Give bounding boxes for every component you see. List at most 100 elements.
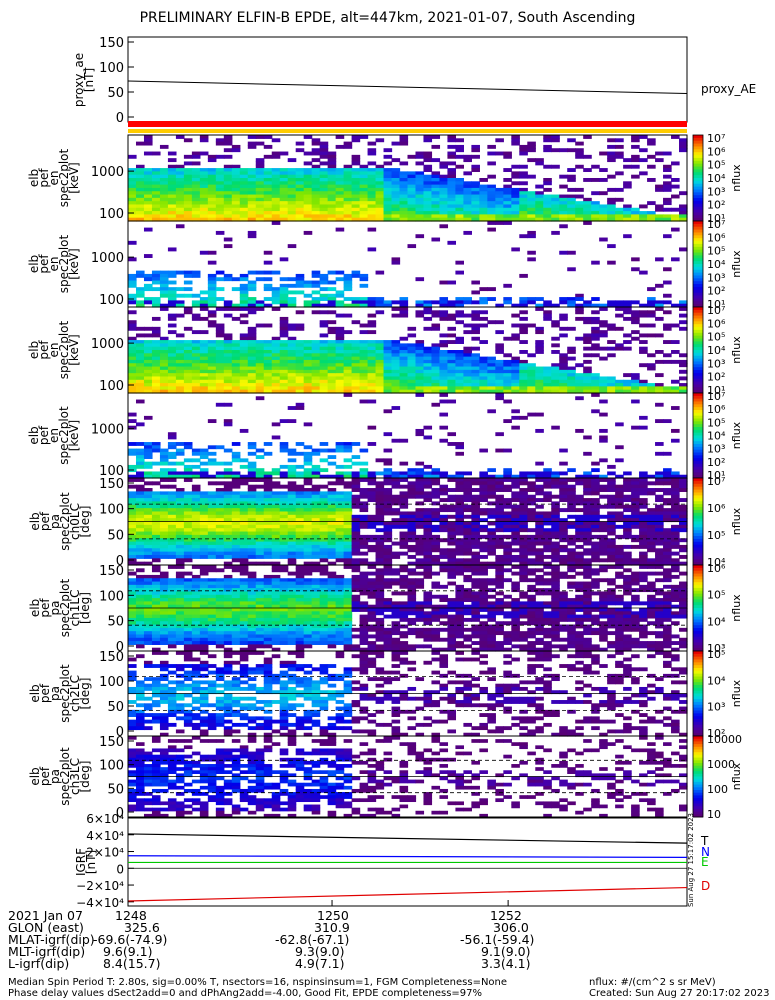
- panel-4-cbar-tick-5: 10⁶: [707, 403, 726, 416]
- panel-3-cbar-tick-1: 10²: [707, 371, 725, 384]
- panel-4-ylabel-3: spec2plot: [57, 406, 71, 465]
- ephem-time-3: 1252: [490, 908, 522, 923]
- panel-5-cbar-tick-3: 10⁷: [707, 475, 725, 488]
- panel-3-colorbar: [693, 307, 703, 394]
- panel-9-ylabel-0: IGRF: [74, 848, 88, 876]
- panel-7-cbar-label: nflux: [730, 679, 743, 707]
- panel-7-ticklabel-0: 0: [116, 725, 124, 740]
- panel-3-cbar-tick-2: 10³: [707, 357, 725, 370]
- panel-3-ticklabel-1: 1000: [91, 337, 124, 352]
- panel-9-series-T: [127, 833, 688, 844]
- panel-7-cbar-tick-0: 10²: [707, 727, 725, 740]
- panel-8-colorbar-frame: [692, 735, 704, 818]
- panel-9-ticklabel-1: −2×10⁴: [76, 879, 124, 893]
- panel-0-ticklabel-2: 100: [99, 61, 124, 76]
- status-bar-red: [128, 121, 687, 127]
- panel-9-ticklabel-2: 0: [116, 862, 124, 876]
- panel-8-ticklabel-3: 150: [99, 735, 124, 750]
- panel-7-ticklabel-3: 150: [99, 650, 124, 665]
- panel-1-ylabel-1: pef: [37, 168, 51, 188]
- ephem-mlt-2: 9.3(9.0): [295, 944, 345, 959]
- panel-6-cbar-tick-0: 10³: [707, 642, 725, 655]
- ephem-glon-2: 310.9: [314, 920, 350, 935]
- panel-1-image: [128, 135, 688, 222]
- panel-4-ticklabel-1: 1000: [91, 423, 124, 438]
- ephem-glon-3: 306.0: [493, 920, 529, 935]
- panel-6-cbar-tick-3: 10⁶: [707, 562, 726, 575]
- panel-6-ticklabel-1: 50: [107, 615, 124, 630]
- ephem-label-glon: GLON (east): [8, 920, 84, 935]
- panel-6-cbar-tick-1: 10⁴: [707, 615, 726, 628]
- panel-5-cbar-tick-1: 10⁵: [707, 529, 725, 542]
- panel-3-cbar-tick-0: 10¹: [707, 384, 725, 397]
- panel-6-ylabel-5: [deg]: [78, 592, 92, 624]
- ephem-time-1: 1248: [115, 908, 147, 923]
- panel-2-cbar-tick-2: 10³: [707, 271, 725, 284]
- panel-0-ticklabel-1: 50: [107, 86, 124, 101]
- panel-9-legend-N: N: [701, 845, 710, 859]
- panel-1-colorbar: [693, 135, 703, 222]
- status-bar-yellow: [128, 129, 687, 133]
- panel-9-stamp: Sun Aug 27 15:17:02 2023: [687, 813, 695, 907]
- ephem-l-3: 3.3(4.1): [481, 956, 531, 971]
- panel-2-cbar-tick-1: 10²: [707, 285, 725, 298]
- panel-5-ticklabel-1: 50: [107, 528, 124, 543]
- panel-7-ylabel-3: spec2plot: [58, 664, 72, 723]
- panel-1-cbar-tick-5: 10⁶: [707, 145, 726, 158]
- footer-created: Created: Sun Aug 27 20:17:02 2023: [589, 988, 770, 999]
- panel-2-cbar-tick-6: 10⁷: [707, 218, 725, 231]
- panel-6-cbar-label: nflux: [730, 594, 743, 622]
- panel-6-ticklabel-0: 0: [116, 640, 124, 655]
- panel-5-colorbar: [693, 478, 703, 566]
- ephem-glon-1: 325.6: [124, 920, 160, 935]
- panel-4-cbar-tick-0: 10¹: [707, 469, 725, 482]
- panel-9-ticklabel-5: 6×10⁴: [86, 812, 124, 826]
- panel-4-ylabel-2: en: [47, 428, 61, 443]
- panel-8-ticklabel-0: 0: [116, 806, 124, 821]
- panel-2-ylabel-4: [keV]: [67, 248, 81, 279]
- ephem-mlat-2: -62.8(-67.1): [275, 932, 350, 947]
- panel-6-ylabel-1: pef: [38, 598, 52, 618]
- panel-6-ylabel-2: pa: [48, 601, 62, 616]
- panel-9-legend-T: T: [700, 834, 709, 848]
- panel-2-cbar-label: nflux: [730, 250, 743, 278]
- panel-6-ylabel-0: elb: [28, 599, 42, 617]
- panel-3-ylabel-3: spec2plot: [57, 320, 71, 379]
- panel-8-ylabel-2: pa: [48, 769, 62, 784]
- panel-8-ticklabel-2: 100: [99, 759, 124, 774]
- panel-2-cbar-tick-0: 10¹: [707, 298, 725, 311]
- panel-8-ylabel-4: ch3LC: [68, 758, 82, 795]
- panel-2-cbar-tick-4: 10⁵: [707, 245, 725, 258]
- panel-5-cbar-tick-2: 10⁶: [707, 502, 726, 515]
- panel-8-ylabel-3: spec2plot: [58, 747, 72, 806]
- ephem-mlt-3: 9.1(9.0): [481, 944, 531, 959]
- panel-3-cbar-tick-5: 10⁶: [707, 317, 726, 330]
- panel-9-ticklabel-3: 2×10⁴: [86, 846, 124, 860]
- panel-4-ylabel-0: elb: [27, 426, 41, 444]
- panel-1-ylabel-2: en: [47, 171, 61, 186]
- panel-3-cbar-tick-3: 10⁴: [707, 344, 726, 357]
- panel-4-ticklabel-0: 100: [99, 464, 124, 479]
- panel-8-image: [128, 736, 688, 818]
- panel-1-cbar-tick-3: 10⁴: [707, 172, 726, 185]
- ephem-label-l: L-igrf(dip): [8, 956, 70, 971]
- panel-4-image: [128, 393, 688, 479]
- panel-2-ylabel-3: spec2plot: [57, 234, 71, 293]
- panel-7-ylabel-1: pef: [38, 683, 52, 703]
- panel-3-image: [128, 307, 688, 394]
- panel-2-cbar-tick-3: 10⁴: [707, 258, 726, 271]
- panel-0-ylabel-1: [nT]: [82, 68, 96, 92]
- panel-3-ylabel-2: en: [47, 343, 61, 358]
- panel-1-cbar-tick-0: 10¹: [707, 212, 725, 225]
- panel-6-image: [128, 565, 688, 652]
- panel-9-ticklabel-0: −4×10⁴: [76, 896, 124, 910]
- panel-4-colorbar: [693, 393, 703, 479]
- panel-4-cbar-tick-4: 10⁵: [707, 416, 725, 429]
- panel-8-ylabel-0: elb: [28, 767, 42, 785]
- panel-7-ylabel-2: pa: [48, 686, 62, 701]
- panel-7-ylabel-0: elb: [28, 684, 42, 702]
- panel-6-ylabel-3: spec2plot: [58, 578, 72, 637]
- panel-7-ylabel-5: [deg]: [78, 678, 92, 710]
- panel-8-cbar-tick-3: 10000: [707, 733, 742, 746]
